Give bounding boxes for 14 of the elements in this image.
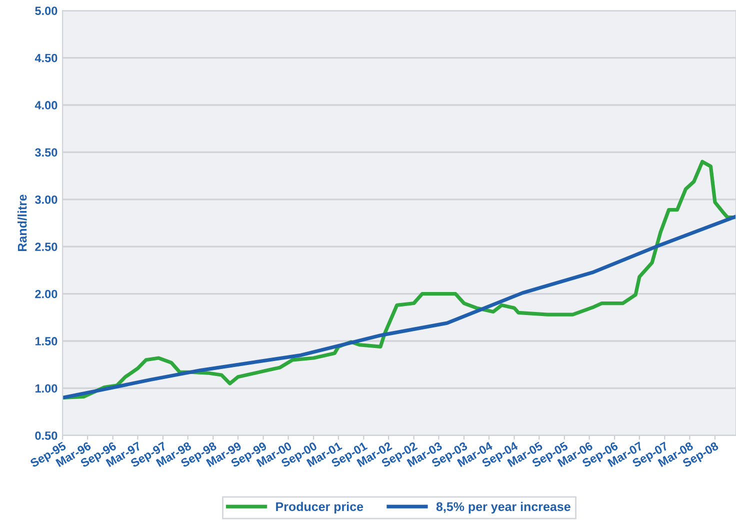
y-tick-label: 1.00 <box>35 384 58 393</box>
line-series <box>62 214 736 400</box>
y-axis-title: Rand/litre <box>18 194 27 252</box>
y-tick-label: 2.00 <box>35 290 58 298</box>
y-tick-label: 1.50 <box>35 337 58 346</box>
y-tick-label: 3.00 <box>34 195 58 204</box>
y-tick-label: 4.50 <box>34 54 58 62</box>
y-tick-label: 4.00 <box>34 101 58 110</box>
legend-label: 8,5% per year increase <box>436 502 570 514</box>
y-tick-label: 2.50 <box>35 242 58 252</box>
y-tick-label: 3.50 <box>34 148 58 157</box>
y-tick-label: 5.00 <box>35 6 58 16</box>
y-tick-label: 0.50 <box>35 431 58 440</box>
legend-label: Producer price <box>276 502 364 514</box>
